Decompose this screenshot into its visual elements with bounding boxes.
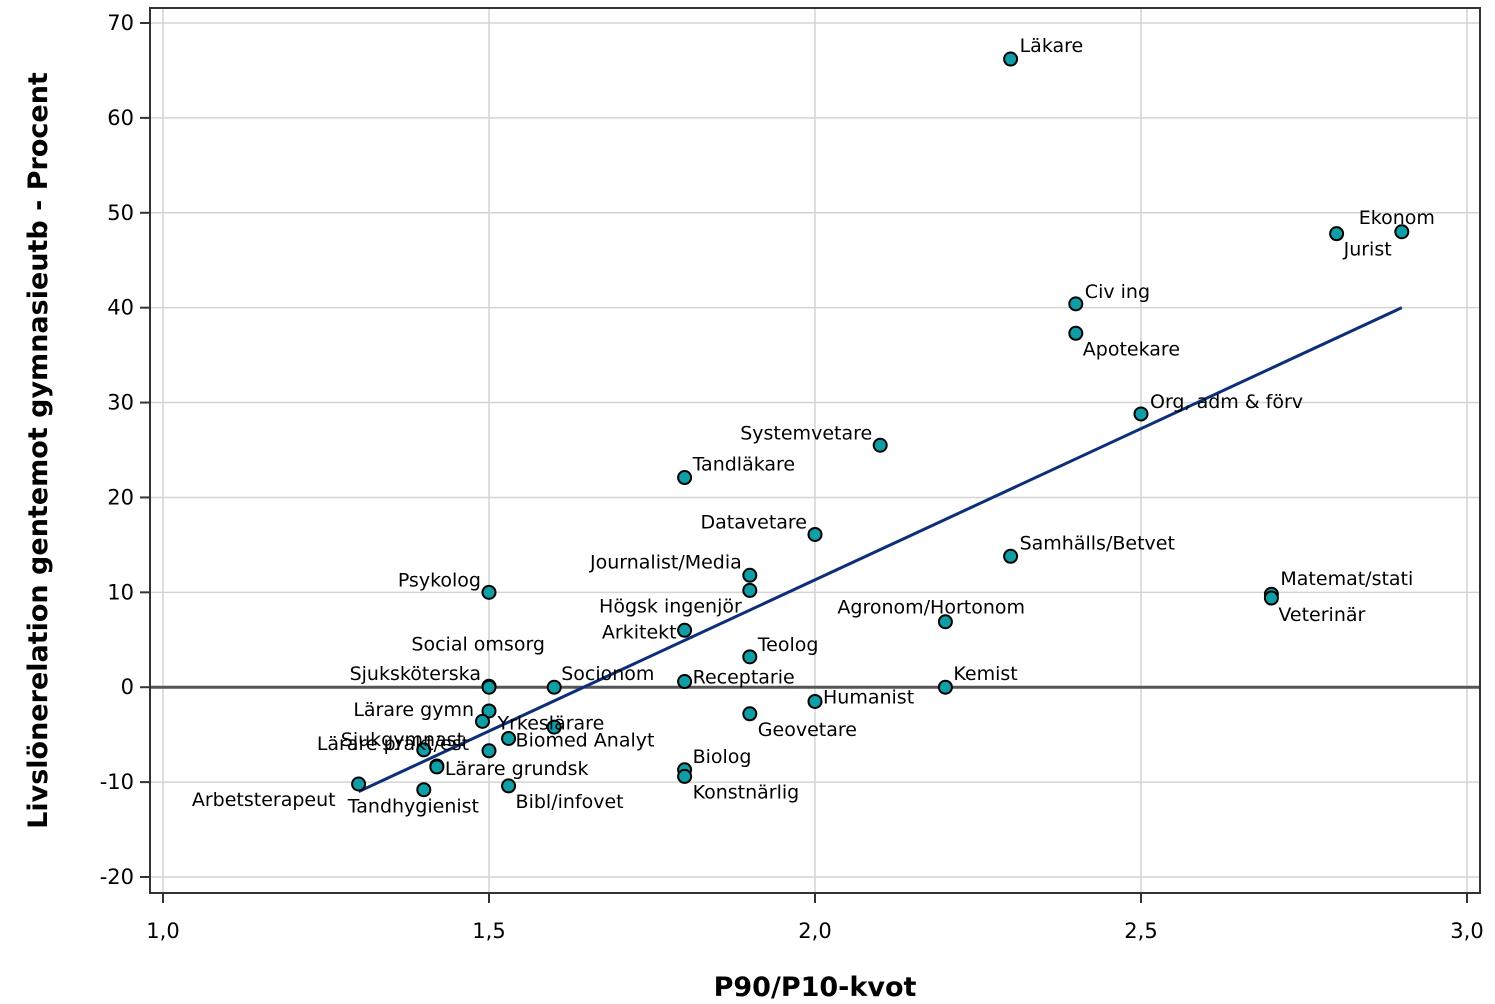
point-label: Lärare grundsk [445, 758, 589, 780]
y-tick-label: -20 [100, 865, 134, 889]
data-point [481, 703, 497, 719]
data-point [742, 582, 758, 598]
y-axis-title: Livslönerelation gentemot gymnasieutb - … [23, 72, 54, 829]
point-label: Journalist/Media [589, 551, 742, 573]
data-point [937, 679, 953, 695]
y-tick-label: 30 [107, 391, 134, 415]
x-tick-label: 2,5 [1124, 919, 1157, 943]
point-label: Kemist [953, 663, 1017, 685]
point-label: Jurist [1343, 239, 1392, 261]
point-label: Biolog [693, 746, 752, 768]
trend-line-group [357, 306, 1403, 793]
point-label: Civ ing [1085, 281, 1150, 303]
x-tick-label: 1,0 [146, 919, 179, 943]
data-point [416, 782, 432, 798]
point-label: Högsk ingenjör [599, 595, 742, 617]
data-point [1003, 548, 1019, 564]
data-point [351, 776, 367, 792]
data-point [742, 567, 758, 583]
data-point [1329, 226, 1345, 242]
point-label: Teolog [757, 634, 819, 656]
data-point [807, 693, 823, 709]
y-tick-label: 40 [107, 296, 134, 320]
y-tick-label: 60 [107, 106, 134, 130]
point-label: Läkare [1020, 35, 1084, 57]
x-axis-title: P90/P10-kvot [714, 972, 917, 1003]
data-point [937, 614, 953, 630]
point-label: Konstnärlig [693, 781, 800, 803]
data-point [677, 622, 693, 638]
data-point [677, 470, 693, 486]
point-label: Social omsorg [411, 633, 545, 655]
point-label: Socionom [561, 663, 654, 685]
data-point [1263, 590, 1279, 606]
point-label: Biomed Analyt [516, 729, 655, 751]
point-label: Apotekare [1083, 338, 1180, 360]
data-point [481, 584, 497, 600]
point-label: Receptarie [693, 667, 795, 689]
data-point [677, 768, 693, 784]
point-label: Lärare prakt/est [317, 733, 469, 755]
point-label: Datavetare [701, 511, 807, 533]
data-point [546, 719, 562, 735]
data-point [501, 778, 517, 794]
data-point [677, 674, 693, 690]
y-tick-label: 10 [107, 580, 134, 604]
y-tick-label: 50 [107, 201, 134, 225]
data-points [351, 51, 1410, 798]
data-point [481, 679, 497, 695]
point-label: Tandhygienist [347, 796, 479, 818]
point-label: Psykolog [398, 569, 481, 591]
data-point [742, 649, 758, 665]
point-label: Samhälls/Betvet [1020, 532, 1175, 554]
trend-line [357, 306, 1403, 793]
y-tick-label: -10 [100, 770, 134, 794]
point-label: Humanist [823, 686, 914, 708]
point-label: Sjukgymnast [341, 729, 464, 751]
data-point [416, 742, 432, 758]
data-point [1133, 406, 1149, 422]
point-label: Systemvetare [740, 422, 872, 444]
y-tick-label: 0 [121, 675, 134, 699]
data-point [1394, 224, 1410, 240]
axes: 1,0 1,5 2,0 2,5 3,0 -20 -10 0 10 20 30 40 50 60 70 [100, 11, 1484, 943]
point-label: Agronom/Hortonom [837, 597, 1025, 619]
point-label: Matemat/stati [1280, 568, 1413, 590]
point-label: Arbetsterapeut [192, 789, 336, 811]
point-label: Sjuksköterska [350, 663, 481, 685]
data-point [501, 730, 517, 746]
y-tick-label: 20 [107, 485, 134, 509]
point-labels: Läkare Ekonom Jurist Civ ing Apotekare Org, a… [192, 35, 1435, 818]
data-point [1003, 51, 1019, 67]
point-label: Lärare gymn [353, 699, 474, 721]
data-point [1068, 296, 1084, 312]
x-tick-label: 1,5 [472, 919, 505, 943]
point-label: Geovetare [758, 719, 857, 741]
x-tick-label: 2,0 [798, 919, 831, 943]
y-tick-label: 70 [107, 11, 134, 35]
point-label: Yrkeslärare [496, 712, 604, 734]
data-point [481, 743, 497, 759]
x-tick-label: 3,0 [1450, 919, 1483, 943]
point-label: Tandläkare [692, 454, 796, 476]
data-point [546, 679, 562, 695]
data-point [474, 713, 490, 729]
gridlines [150, 8, 1480, 893]
data-point [429, 759, 445, 775]
point-label: Ekonom [1359, 207, 1435, 229]
data-point [807, 526, 823, 542]
point-label: Bibl/infovet [516, 791, 624, 813]
point-label: Veterinär [1278, 604, 1365, 626]
point-label: Arkitekt [602, 621, 677, 643]
point-label: Org, adm & förv [1150, 391, 1303, 413]
data-point [872, 437, 888, 453]
data-point [742, 706, 758, 722]
data-point [1068, 325, 1084, 341]
